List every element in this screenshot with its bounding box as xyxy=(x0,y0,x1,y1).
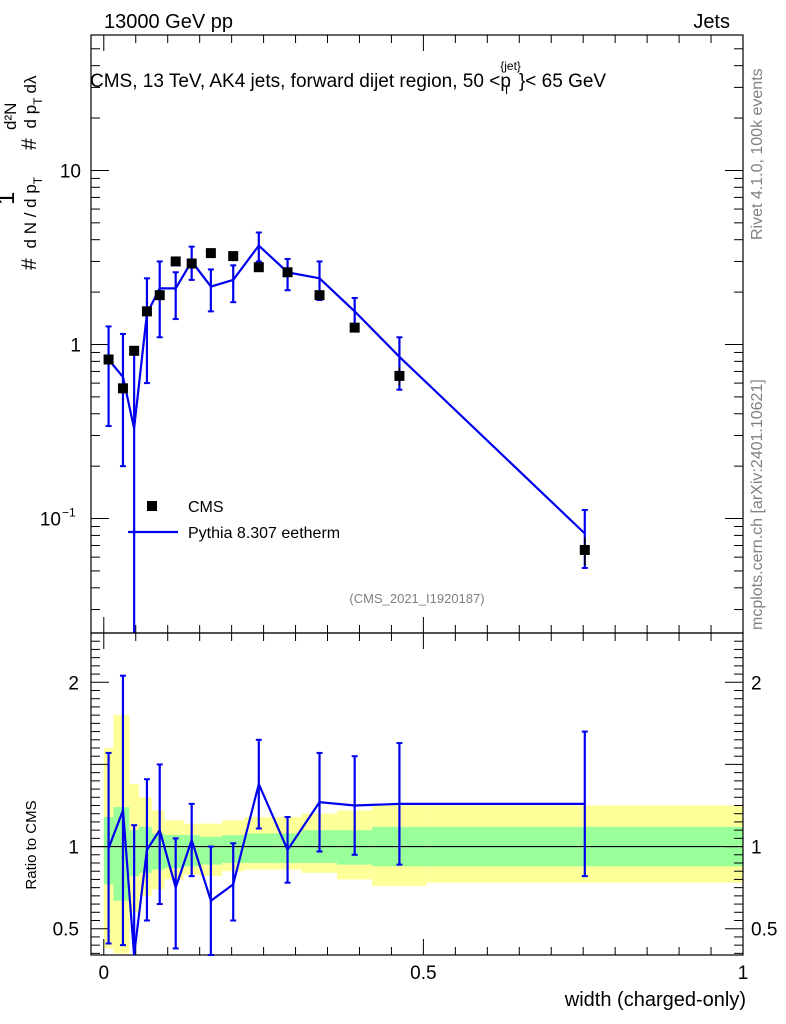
cms-data-point xyxy=(228,251,239,262)
x-tick-label: 1 xyxy=(738,963,749,984)
cms-data-point xyxy=(205,248,216,259)
x-tick-label: 0.5 xyxy=(410,963,436,984)
svg-text:d²N: d²N xyxy=(1,103,20,130)
cms-data-point xyxy=(103,354,114,365)
ratio-y-axis-label: Ratio to CMS xyxy=(23,800,40,889)
y-tick-label-exponent: −1 xyxy=(62,506,76,520)
legend-pythia-label: Pythia 8.307 eetherm xyxy=(188,525,340,542)
svg-text:# d pTdλ: # d pTdλ xyxy=(18,75,45,150)
cms-data-point xyxy=(141,306,152,317)
legend-cms-label: CMS xyxy=(188,499,224,516)
cms-data-point xyxy=(129,345,140,356)
ratio-band-inner xyxy=(151,833,165,870)
y-tick-label-ratio-right: 2 xyxy=(751,673,762,694)
cms-data-point xyxy=(394,370,405,381)
y-tick-label-ratio-left: 0.5 xyxy=(53,920,79,941)
y-tick-label-main: 1 xyxy=(70,335,81,356)
y-tick-label-main: 10 xyxy=(40,510,61,531)
cms-data-point xyxy=(253,262,264,273)
y-tick-label-ratio-left: 1 xyxy=(68,838,79,859)
y-tick-label-ratio-left: 2 xyxy=(68,673,79,694)
svg-text:1: 1 xyxy=(0,192,20,205)
main-frame xyxy=(90,34,744,634)
cms-data-point xyxy=(579,544,590,555)
legend-cms-marker xyxy=(147,501,157,511)
cms-data-point xyxy=(349,322,360,333)
cms-data-point xyxy=(314,290,325,301)
rivet-version-label: Rivet 4.1.0, 100k events xyxy=(749,68,766,240)
pythia-curve xyxy=(107,243,586,535)
plot-title: CMS, 13 TeV, AK4 jets, forward dijet reg… xyxy=(90,59,606,97)
category-label: Jets xyxy=(693,11,730,33)
cms-data-point xyxy=(154,290,165,301)
x-axis-label: width (charged-only) xyxy=(564,989,746,1011)
ratio-plot-panel: 0 0.5 1 0.5 0.5 1 1 2 2 xyxy=(53,632,777,984)
cms-data-point xyxy=(186,258,197,269)
y-tick-label-main: 10 xyxy=(60,161,81,182)
y-tick-label-ratio-right: 1 xyxy=(751,838,762,859)
ratio-band-inner xyxy=(244,833,274,863)
mcplots-label: mcplots.cern.ch [arXiv:2401.10621] xyxy=(749,379,766,630)
cms-data-point xyxy=(282,267,293,278)
svg-text:# d N / d pT: # d N / d pT xyxy=(18,176,45,270)
energy-label: 13000 GeV pp xyxy=(104,11,233,33)
main-y-axis-label: # d N / d pT 1 # d pTdλ d²N xyxy=(0,75,45,270)
cms-data-point xyxy=(117,383,128,394)
cms-data-point xyxy=(170,256,181,267)
analysis-id-label: (CMS_2021_I1920187) xyxy=(349,591,484,606)
ratio-frame xyxy=(90,632,744,956)
x-tick-label: 0 xyxy=(98,963,109,984)
y-tick-label-ratio-right: 0.5 xyxy=(751,920,777,941)
legend: CMS Pythia 8.307 eetherm xyxy=(128,499,340,542)
ratio-band-inner xyxy=(164,835,184,868)
ratio-band-inner xyxy=(138,826,152,873)
